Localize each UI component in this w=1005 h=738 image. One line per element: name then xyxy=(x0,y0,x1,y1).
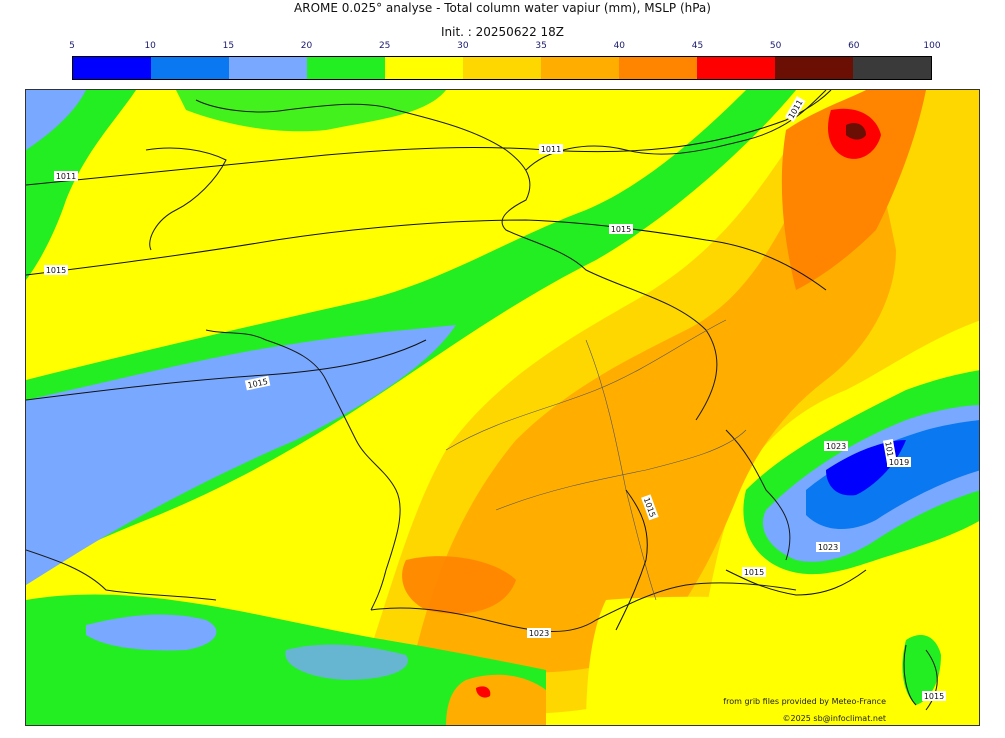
colorbar xyxy=(72,56,932,80)
isobar-label-text: 1015 xyxy=(247,377,269,390)
colorbar-tick: 60 xyxy=(848,41,860,51)
credit-copyright: ©2025 sb@infoclimat.net xyxy=(782,714,887,723)
field-red-spain xyxy=(476,686,491,698)
map-subtitle: Init. : 20250622 18Z xyxy=(440,25,565,39)
colorbar-segment xyxy=(307,57,385,79)
colorbar-tick: 20 xyxy=(300,41,313,51)
field-green-channel xyxy=(176,90,446,132)
colorbar-tick: 40 xyxy=(613,41,626,51)
field-orange-sw xyxy=(402,556,516,614)
isobar-label-text: 1015 xyxy=(46,266,66,275)
colorbar-tick: 100 xyxy=(923,41,941,51)
colorbar-segment xyxy=(697,57,775,79)
colorbar-segment xyxy=(463,57,541,79)
field-orange-1 xyxy=(416,120,896,673)
isobar-label: 1015 xyxy=(244,375,271,391)
coastline-corsica xyxy=(903,644,938,711)
isobar-label: 1011 xyxy=(539,144,563,154)
coastline-north xyxy=(195,99,718,421)
field-maroon-ne xyxy=(846,123,866,140)
isobar-label-text: 1023 xyxy=(818,543,838,552)
field-blue-bay xyxy=(26,325,456,585)
isobar-1015-south xyxy=(725,569,867,596)
colorbar-tick: 30 xyxy=(457,41,469,51)
isobar-label-text: 1011 xyxy=(56,172,76,181)
colorbar-segment xyxy=(151,57,229,79)
isobar-label: 1015 xyxy=(742,567,766,577)
colorbar-ticks: 5 10 15 20 25 30 35 40 45 50 60 100 xyxy=(69,41,940,53)
colorbar-tick: 5 xyxy=(69,41,75,51)
weather-map: 1011 1011 1015 1011 1015 1015 xyxy=(25,89,980,726)
colorbar-segment xyxy=(541,57,619,79)
isobar-label-text: 1015 xyxy=(611,225,631,234)
isobar-label: 1015 xyxy=(44,265,68,275)
border-switzerland xyxy=(725,429,791,561)
coastline-cornwall xyxy=(145,147,227,251)
colorbar-segment xyxy=(73,57,151,79)
colorbar-tick: 25 xyxy=(378,41,391,51)
isobar-label: 1023 xyxy=(527,628,551,638)
colorbar-segment xyxy=(229,57,307,79)
isobar-1015-central xyxy=(615,489,648,631)
colorbar-segment xyxy=(619,57,697,79)
isobar-1015-north xyxy=(26,219,827,291)
regional-borders xyxy=(445,319,747,601)
isobar-1011 xyxy=(26,90,832,186)
colorbar-tick: 10 xyxy=(144,41,156,51)
colorbar-tick: 50 xyxy=(769,41,782,51)
regional-border xyxy=(495,429,747,511)
field-green-nw xyxy=(26,90,136,280)
coastline-spain-north xyxy=(26,549,217,601)
colorbar-tick: 15 xyxy=(222,41,235,51)
coastline-med-border xyxy=(370,582,797,632)
isobar-label-text: 1015 xyxy=(924,692,944,701)
isobar-1015-bay xyxy=(26,339,427,401)
colorbar-segment xyxy=(853,57,931,79)
field-orange-spain xyxy=(446,674,546,725)
coastlines xyxy=(26,90,938,711)
colorbar-segment xyxy=(775,57,853,79)
isobar-label: 1023 xyxy=(824,441,848,451)
colorbar-tick: 35 xyxy=(535,41,547,51)
colorbar-tick: 45 xyxy=(691,41,704,51)
credit-source: from grib files provided by Meteo-France xyxy=(723,697,886,706)
field-blue-alps xyxy=(806,420,979,530)
coastline-belgium-nl xyxy=(525,90,827,171)
field-blue-nw xyxy=(26,90,86,150)
coastline-brittany-biscay xyxy=(205,329,401,611)
field-blue-pyrenees xyxy=(86,614,217,651)
isobar-label-text: 1019 xyxy=(889,458,909,467)
field-green-corsica xyxy=(902,635,941,705)
isobar-label-text: 1011 xyxy=(541,145,561,154)
regional-border xyxy=(585,339,657,601)
tcwv-field: 1011 1011 1015 1011 1015 1015 xyxy=(26,90,979,725)
field-orange-ne xyxy=(781,90,926,290)
isobar-label: 1019 xyxy=(887,457,911,467)
isobar-label: 1023 xyxy=(816,542,840,552)
isobar-label-text: 1015 xyxy=(744,568,764,577)
isobar-label: 1011 xyxy=(54,171,78,181)
isobar-label: 1015 xyxy=(609,224,633,234)
field-blue-pyrenees-east xyxy=(285,644,408,680)
isobar-label-text: 1023 xyxy=(529,629,549,638)
colorbar-segment xyxy=(385,57,463,79)
isobar-label: 1015 xyxy=(922,691,946,701)
map-title: AROME 0.025° analyse - Total column wate… xyxy=(294,1,711,15)
field-yellow-med xyxy=(586,596,979,725)
isobar-label-text: 1023 xyxy=(826,442,846,451)
regional-border xyxy=(445,319,727,451)
isobars xyxy=(26,90,867,631)
